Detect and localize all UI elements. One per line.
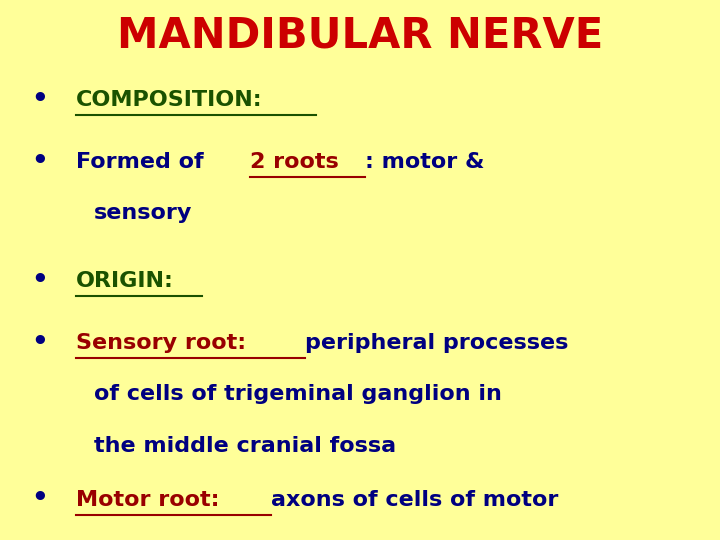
- Text: •: •: [31, 149, 48, 175]
- Text: peripheral processes: peripheral processes: [305, 333, 569, 353]
- Text: •: •: [31, 268, 48, 294]
- Text: of cells of trigeminal ganglion in: of cells of trigeminal ganglion in: [94, 384, 501, 404]
- Text: Motor root:: Motor root:: [76, 489, 227, 510]
- Text: ORIGIN:: ORIGIN:: [76, 271, 174, 291]
- Text: : motor &: : motor &: [365, 152, 492, 172]
- Text: Sensory root:: Sensory root:: [76, 333, 253, 353]
- Text: Formed of: Formed of: [76, 152, 211, 172]
- Text: the middle cranial fossa: the middle cranial fossa: [94, 435, 396, 456]
- Text: •: •: [31, 330, 48, 356]
- Text: •: •: [31, 487, 48, 512]
- Text: •: •: [31, 87, 48, 113]
- Text: axons of cells of motor: axons of cells of motor: [271, 489, 558, 510]
- Text: sensory: sensory: [94, 203, 192, 224]
- Text: 2 roots: 2 roots: [251, 152, 339, 172]
- Text: COMPOSITION:: COMPOSITION:: [76, 90, 262, 110]
- Text: MANDIBULAR NERVE: MANDIBULAR NERVE: [117, 14, 603, 56]
